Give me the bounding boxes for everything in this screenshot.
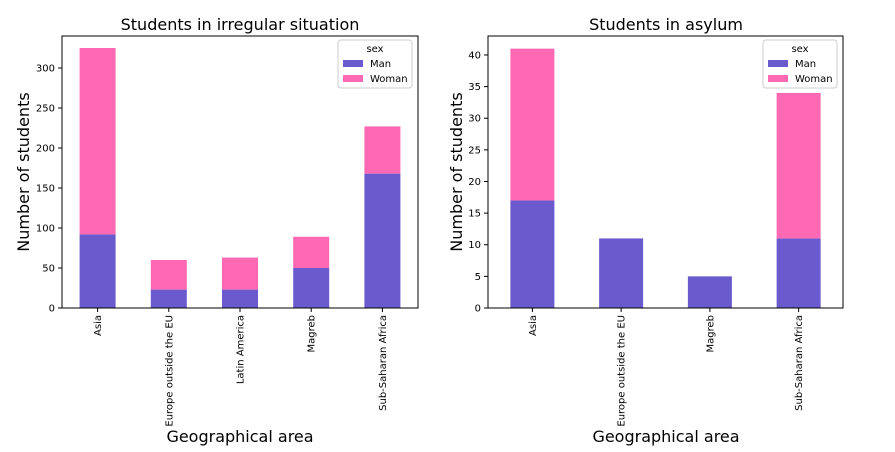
bar-man-europe-outside-the-eu (599, 238, 644, 308)
axes-frame (487, 35, 844, 309)
bar-man-magreb (293, 268, 330, 308)
bar-woman-sub-saharan-africa (776, 92, 821, 239)
bar-woman-latin-america (222, 257, 258, 290)
x-axis-label: Geographical area (592, 427, 739, 446)
bar-woman-asia (79, 48, 116, 235)
bar-woman-magreb (293, 236, 330, 268)
legend-title: sex (791, 44, 808, 55)
y-tick-label: 35 (468, 82, 481, 93)
y-axis-label: Number of students (14, 92, 33, 251)
y-tick-label: 50 (42, 264, 55, 275)
y-tick-label: 100 (36, 224, 55, 235)
y-tick-label: 150 (36, 184, 55, 195)
y-tick-label: 250 (36, 104, 55, 115)
bar-man-europe-outside-the-eu (150, 289, 187, 308)
y-axis-label: Number of students (447, 92, 466, 251)
chart-title: Students in irregular situation (121, 15, 360, 34)
y-tick-label: 15 (468, 209, 481, 220)
bar-woman-europe-outside-the-eu (150, 260, 187, 290)
legend-label-man: Man (795, 59, 816, 70)
chart-title: Students in asylum (589, 15, 743, 34)
bar-man-sub-saharan-africa (776, 238, 821, 308)
x-tick-label: Latin America (236, 315, 247, 384)
x-tick-label: Europe outside the EU (164, 315, 175, 427)
chart-1: Students in irregular situation 0 50 100 150… (14, 15, 419, 446)
bar-man-asia (79, 234, 116, 308)
x-tick-label: Sub-Saharan Africa (378, 315, 389, 411)
legend-swatch-man (768, 60, 788, 67)
y-tick-label: 40 (468, 50, 481, 61)
y-tick-label: 20 (468, 177, 481, 188)
y-tick-label: 200 (36, 144, 55, 155)
chart-2: Students in asylum 0 5 10 15 20 25 30 35 40 Asia Eu… (447, 15, 844, 446)
bar-man-sub-saharan-africa (364, 173, 401, 308)
legend: sex Man Woman (762, 39, 838, 89)
x-tick-label: Asia (93, 315, 104, 336)
y-tick-label: 0 (49, 304, 55, 315)
y-tick-label: 25 (468, 145, 481, 156)
legend-swatch-man (343, 60, 363, 67)
x-tick-label: Asia (528, 315, 539, 336)
bar-man-asia (510, 200, 555, 308)
y-tick-label: 5 (475, 272, 481, 283)
legend: sex Man Woman (337, 39, 413, 89)
x-axis-label: Geographical area (166, 427, 313, 446)
bar-man-latin-america (222, 289, 258, 308)
x-tick-label: Magreb (307, 315, 318, 353)
bar-man-magreb (687, 276, 732, 308)
legend-label-woman: Woman (795, 74, 833, 85)
legend-swatch-woman (343, 75, 363, 82)
y-tick-label: 10 (468, 240, 481, 251)
y-tick-label: 30 (468, 114, 481, 125)
legend-label-man: Man (370, 59, 391, 70)
x-tick-label: Magreb (705, 315, 716, 353)
x-tick-label: Sub-Saharan Africa (794, 315, 805, 411)
bar-woman-asia (510, 48, 555, 201)
legend-label-woman: Woman (370, 74, 408, 85)
legend-swatch-woman (768, 75, 788, 82)
bar-woman-sub-saharan-africa (364, 126, 401, 174)
y-tick-label: 300 (36, 64, 55, 75)
y-tick-label: 0 (475, 304, 481, 315)
x-tick-label: Europe outside the EU (617, 315, 628, 427)
legend-title: sex (366, 44, 383, 55)
